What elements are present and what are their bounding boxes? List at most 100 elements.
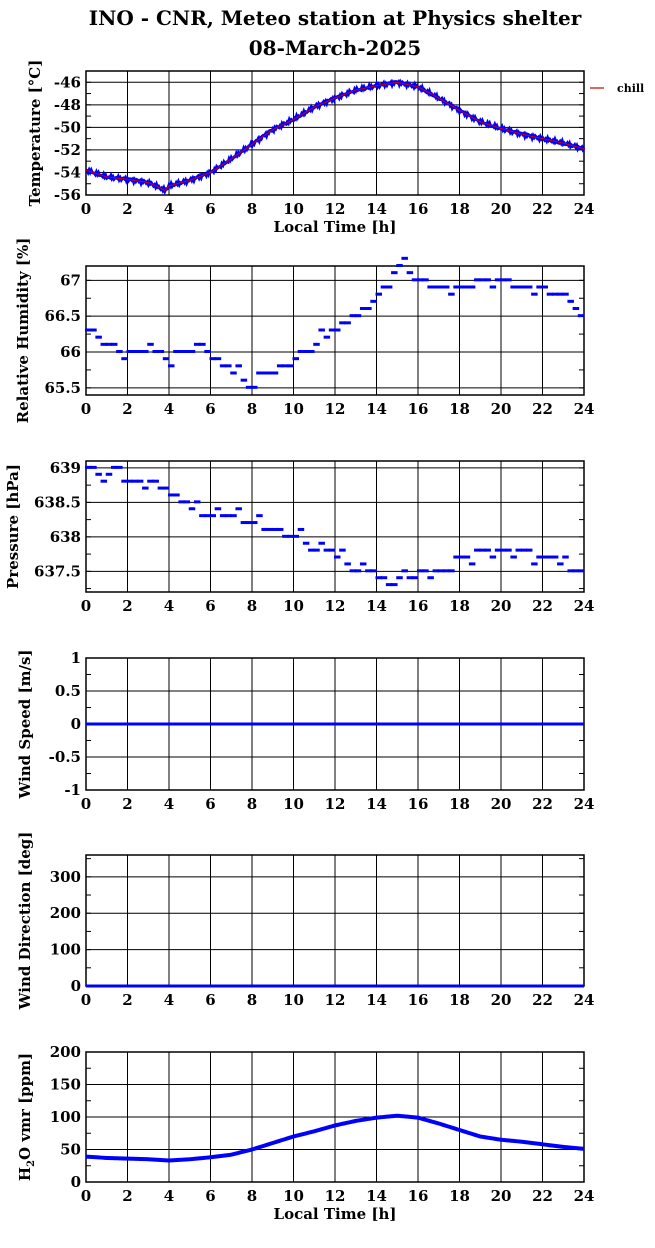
x-tick-label: 12: [325, 991, 346, 1009]
y-tick-label: 65.5: [44, 379, 81, 397]
data-point: [562, 555, 569, 559]
x-tick-label: 20: [491, 795, 512, 813]
data-point: [193, 342, 201, 346]
data-point: [225, 364, 232, 368]
data-point: [380, 576, 388, 580]
data-point: [515, 548, 523, 552]
data-point: [188, 350, 196, 353]
data-point: [271, 371, 279, 375]
x-tick-label: 16: [408, 597, 429, 615]
data-point: [448, 569, 455, 573]
x-tick-label: 22: [532, 795, 553, 813]
y-tick-label: 66: [60, 343, 81, 361]
x-tick-label: 6: [205, 991, 215, 1009]
data-point: [567, 569, 574, 573]
data-point: [453, 555, 460, 559]
data-point: [520, 285, 528, 289]
data-point: [121, 479, 128, 483]
data-point: [370, 569, 377, 573]
x-tick-label: 14: [366, 1187, 387, 1205]
x-tick-label: 18: [449, 597, 470, 615]
x-tick-label: 8: [247, 1187, 257, 1205]
x-tick-label: 4: [164, 597, 174, 615]
y-axis-label: Wind Speed [m/s]: [16, 649, 34, 799]
data-point: [157, 350, 165, 353]
data-point: [225, 514, 232, 518]
data-point: [380, 285, 388, 289]
data-point: [116, 465, 123, 469]
data-point: [219, 364, 227, 368]
data-point: [432, 285, 440, 289]
data-point: [432, 569, 440, 573]
data-point: [505, 278, 512, 282]
data-point: [396, 264, 403, 267]
x-tick-label: 18: [449, 795, 470, 813]
y-tick-label: -54: [54, 163, 81, 181]
x-tick-label: 24: [574, 597, 595, 615]
data-point: [110, 342, 118, 346]
data-point: [546, 292, 554, 296]
data-point: [105, 342, 113, 346]
x-tick-label: 10: [283, 200, 304, 218]
x-tick-label: 4: [164, 795, 174, 813]
data-point: [287, 534, 294, 538]
y-tick-label: 200: [50, 904, 81, 922]
y-tick-label: -56: [54, 186, 81, 204]
data-point: [214, 357, 222, 361]
data-point: [178, 350, 185, 353]
y-tick-label: -50: [54, 118, 81, 136]
data-point: [546, 555, 554, 559]
data-point: [251, 521, 258, 525]
data-point: [266, 371, 274, 375]
data-point: [391, 271, 398, 275]
x-tick-label: 22: [532, 200, 553, 218]
data-point: [494, 278, 502, 282]
data-point: [541, 285, 548, 289]
data-point: [168, 493, 175, 497]
data-point: [520, 548, 528, 552]
data-point: [308, 548, 315, 552]
x-tick-label: 4: [164, 1187, 174, 1205]
data-point: [349, 569, 357, 573]
data-point: [168, 364, 175, 368]
y-tick-label: -48: [54, 96, 81, 114]
data-point: [557, 292, 564, 296]
data-point: [385, 583, 393, 587]
data-point: [334, 555, 341, 559]
data-point: [297, 350, 305, 353]
y-tick-label: 0: [71, 1173, 81, 1191]
data-point: [557, 562, 564, 566]
y-tick-label: 100: [50, 941, 81, 959]
data-point: [183, 350, 191, 353]
data-point: [100, 342, 108, 346]
data-point: [152, 479, 159, 483]
data-point: [375, 292, 382, 296]
chill-series: [85, 81, 585, 192]
y-axis-label: Relative Humidity [%]: [14, 238, 32, 424]
x-tick-label: 16: [408, 400, 429, 418]
data-point: [162, 357, 170, 361]
data-point: [245, 521, 253, 525]
x-tick-label: 10: [283, 991, 304, 1009]
data-point: [567, 299, 574, 303]
data-point: [339, 321, 346, 325]
x-tick-label: 20: [491, 1187, 512, 1205]
data-point: [85, 465, 92, 469]
data-point: [510, 285, 517, 289]
data-point: [193, 500, 201, 504]
data-point: [147, 342, 154, 346]
data-point: [261, 527, 268, 531]
data-point: [240, 521, 248, 525]
data-point: [531, 562, 538, 566]
data-point: [572, 307, 580, 310]
data-point: [204, 514, 211, 518]
data-point: [411, 576, 419, 580]
x-axis-label: Local Time [h]: [274, 1205, 397, 1223]
data-point: [95, 472, 102, 476]
data-point: [385, 285, 393, 289]
x-tick-label: 8: [247, 795, 257, 813]
data-point: [422, 278, 429, 282]
y-tick-label: 67: [60, 271, 81, 289]
y-axis-label: H2O vmr [ppm]: [16, 1053, 37, 1181]
